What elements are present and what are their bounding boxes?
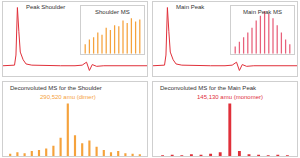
svg-text:Main Peak: Main Peak [176,4,205,10]
svg-text:Deconvoluted MS for the Should: Deconvoluted MS for the Shoulder [10,85,102,91]
svg-text:Deconvoluted MS for the Main P: Deconvoluted MS for the Main Peak [160,85,257,91]
svg-text:Peak Shoulder: Peak Shoulder [26,4,65,10]
svg-text:145,130 amu (monomer): 145,130 amu (monomer) [197,94,263,100]
svg-text:Main Peak MS: Main Peak MS [243,9,282,15]
svg-text:290,520 amu (dimer): 290,520 amu (dimer) [40,94,96,100]
svg-text:Shoulder MS: Shoulder MS [95,9,130,15]
